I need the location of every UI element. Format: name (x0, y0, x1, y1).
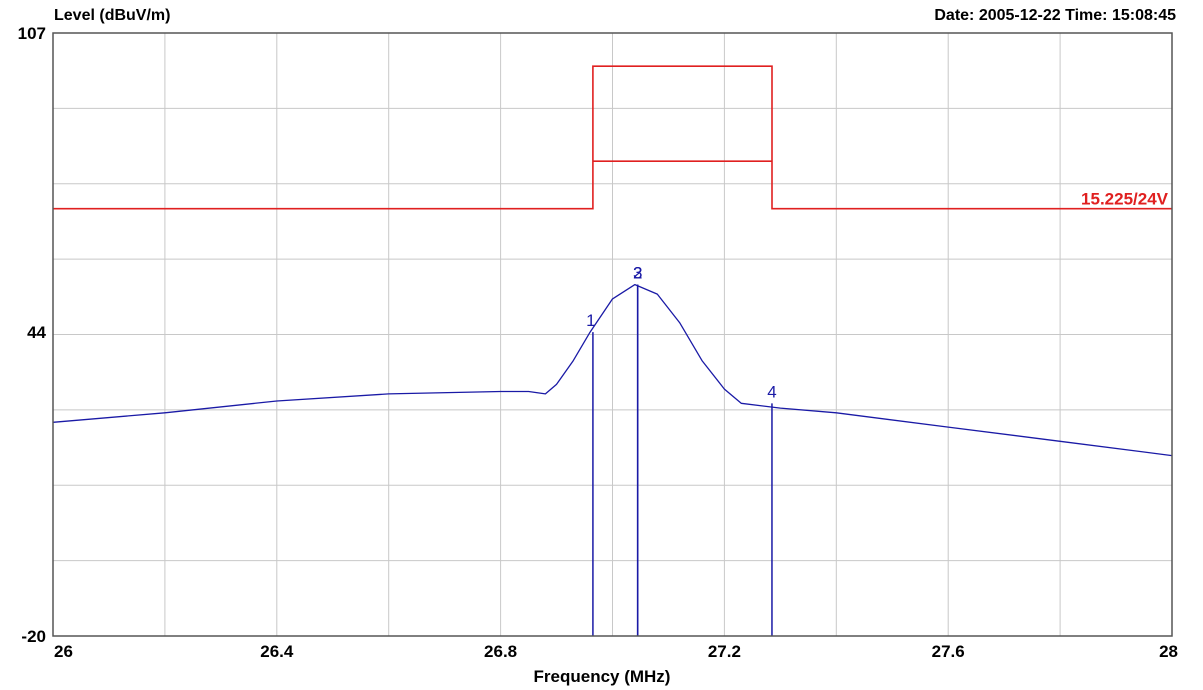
marker-3-label: 3 (633, 264, 642, 283)
limit-line-1 (53, 65, 1172, 210)
x-tick-label: 26.8 (484, 642, 517, 661)
marker-group: 1 23 4 (586, 264, 777, 636)
series-group (52, 283, 1173, 457)
marker-4-label: 4 (767, 382, 776, 401)
marker-1-label: 1 (586, 311, 595, 330)
y-axis-title: Level (dBuV/m) (54, 7, 170, 24)
x-tick-label: 26 (54, 642, 73, 661)
y-tick-label: -20 (21, 627, 46, 646)
limit-line-label: 15.225/24V (1081, 190, 1169, 209)
limit-lines: 15.225/24V (53, 65, 1172, 210)
tick-labels: 26 26.4 26.8 27.2 27.6 28 107 44 -20 (18, 24, 1178, 661)
x-tick-label: 26.4 (260, 642, 294, 661)
y-tick-label: 44 (27, 323, 46, 342)
grid (53, 33, 1172, 636)
x-tick-label: 27.2 (708, 642, 741, 661)
series-line-1 (52, 283, 1173, 457)
marker-2-label: 2 (633, 264, 642, 283)
x-tick-label: 28 (1159, 642, 1178, 661)
x-axis-title: Frequency (MHz) (534, 667, 671, 686)
x-tick-label: 27.6 (932, 642, 965, 661)
y-tick-label: 107 (18, 24, 46, 43)
plot-border (52, 32, 1173, 637)
date-time-stamp: Date: 2005-12-22 Time: 15:08:45 (934, 7, 1176, 24)
